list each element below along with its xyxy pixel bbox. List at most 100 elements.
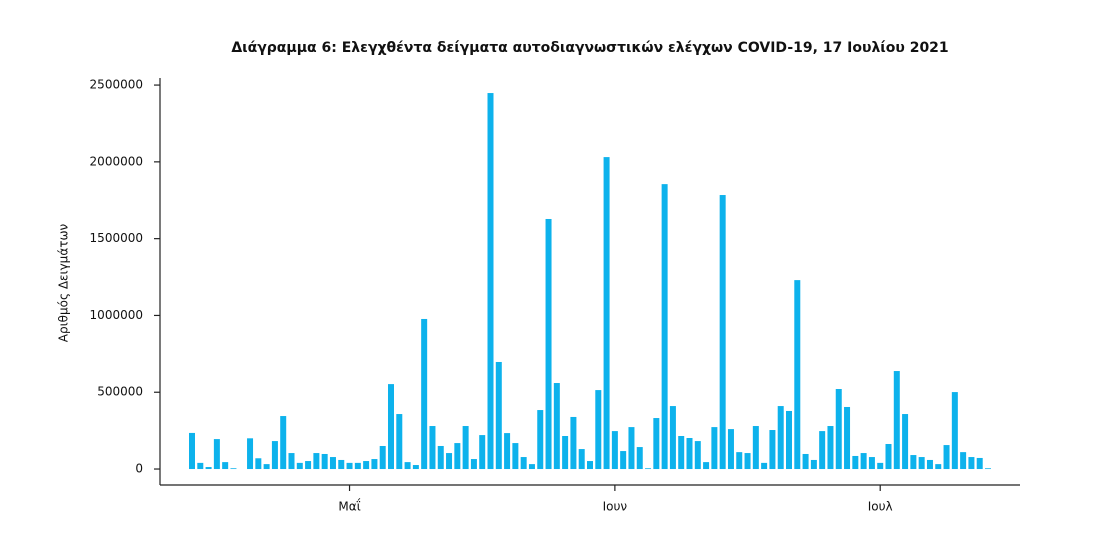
bar — [504, 433, 511, 470]
bar — [512, 443, 519, 470]
bar — [553, 383, 560, 470]
bar — [860, 453, 867, 470]
chart-title: Διάγραμμα 6: Ελεγχθέντα δείγματα αυτοδια… — [231, 40, 948, 56]
bar — [752, 426, 759, 470]
bar — [354, 462, 361, 470]
bar — [628, 427, 635, 470]
bar — [263, 464, 270, 470]
bar — [412, 465, 419, 470]
bar — [786, 410, 792, 470]
y-tick-label: 0 — [135, 462, 143, 476]
bar — [213, 439, 220, 470]
bar — [587, 461, 593, 470]
bar — [421, 318, 428, 470]
bar — [595, 390, 602, 470]
bar — [661, 184, 668, 470]
bar — [371, 459, 378, 470]
bar — [902, 414, 909, 470]
bar — [736, 452, 743, 470]
bar — [777, 406, 784, 470]
bar — [727, 429, 734, 470]
bar — [222, 462, 229, 470]
bar — [296, 462, 303, 470]
bar — [479, 435, 486, 470]
bar — [520, 457, 527, 470]
bar — [645, 468, 652, 470]
x-tick-label: Ιουλ — [868, 500, 893, 514]
bar — [794, 280, 801, 470]
bar — [827, 426, 834, 470]
bar — [918, 457, 925, 470]
bar — [968, 457, 975, 470]
bar — [719, 195, 726, 470]
bar — [321, 453, 328, 470]
y-axis-label: Αριθμός Δειγμάτων — [57, 223, 71, 342]
bar — [363, 461, 370, 470]
bar — [620, 451, 627, 470]
bar — [470, 459, 477, 470]
bar — [379, 445, 386, 470]
y-tick-label: 2500000 — [90, 78, 143, 92]
bar — [578, 449, 585, 470]
y-tick-label: 1000000 — [90, 308, 143, 322]
y-tick-label: 500000 — [97, 385, 143, 399]
bar — [545, 218, 552, 470]
bar — [537, 410, 544, 470]
bar — [703, 462, 710, 470]
bar — [197, 462, 204, 470]
bar — [338, 459, 345, 470]
bar — [926, 459, 933, 470]
bar — [611, 431, 618, 470]
bar — [669, 406, 676, 470]
bar — [255, 458, 262, 470]
bar — [819, 431, 826, 470]
bar — [562, 436, 569, 470]
bar — [893, 371, 900, 470]
bar — [528, 464, 535, 470]
bar — [247, 438, 254, 470]
y-tick-label: 2000000 — [90, 154, 143, 168]
bar — [835, 389, 842, 470]
bar — [280, 416, 287, 470]
bar — [570, 416, 577, 470]
bar — [230, 468, 237, 470]
bar — [694, 441, 701, 470]
bar — [404, 462, 411, 470]
bar — [437, 445, 444, 470]
bar — [653, 418, 660, 470]
bar — [462, 426, 469, 470]
bar — [686, 438, 693, 470]
bar — [960, 452, 967, 470]
bar — [454, 443, 461, 470]
x-tick-label: Ιουν — [603, 500, 628, 514]
bar — [810, 459, 817, 470]
bar — [636, 447, 643, 470]
bar — [935, 464, 942, 470]
x-tick-label: Μαΐ — [338, 499, 360, 514]
bar — [346, 462, 353, 470]
bar — [802, 453, 809, 470]
bar — [976, 457, 983, 470]
bar — [446, 453, 453, 470]
bar — [388, 384, 394, 470]
bar — [429, 426, 436, 470]
bar — [910, 455, 917, 470]
bar — [852, 455, 859, 470]
bar — [313, 453, 320, 470]
bar — [769, 430, 776, 470]
bar — [288, 453, 295, 470]
bar — [711, 427, 718, 470]
bar — [744, 453, 751, 470]
bar — [885, 443, 892, 470]
bar — [761, 462, 768, 470]
bar — [329, 457, 336, 470]
bar — [603, 157, 610, 470]
bar — [943, 445, 950, 470]
bar — [985, 468, 991, 470]
bar — [877, 462, 884, 470]
bar — [189, 432, 195, 470]
bar — [305, 461, 312, 470]
bar — [951, 392, 958, 470]
bar — [868, 457, 875, 470]
